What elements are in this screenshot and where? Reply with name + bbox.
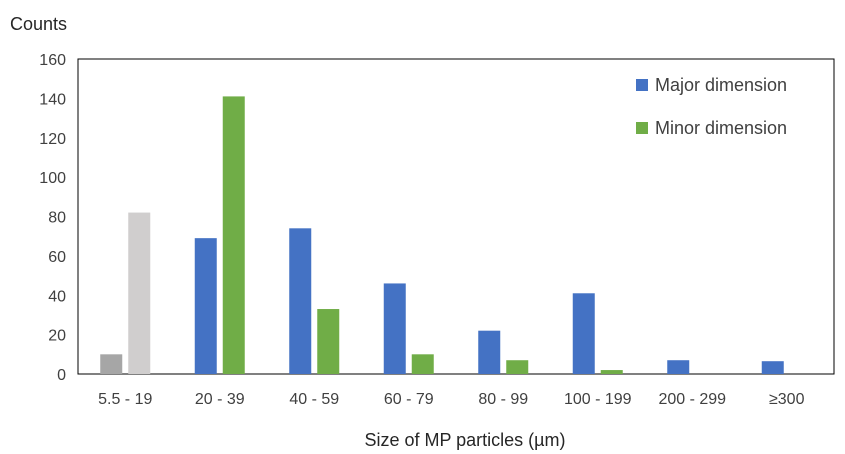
- y-axis-ticks: 0 20 40 60 80 100 120 140 160: [39, 52, 66, 384]
- bar-minor: [506, 360, 529, 374]
- bars: [100, 96, 784, 374]
- legend-swatch: [636, 122, 648, 134]
- plot-border: [77, 58, 835, 375]
- y-tick-label: 100: [39, 170, 66, 187]
- y-tick-label: 140: [39, 91, 66, 108]
- y-tick-label: 160: [39, 52, 66, 69]
- bar-major: [667, 360, 690, 374]
- y-tick-label: 60: [48, 249, 66, 266]
- legend-swatch: [636, 79, 648, 91]
- bar-major: [761, 361, 784, 374]
- y-tick-label: 80: [48, 210, 66, 227]
- bar-major: [289, 228, 312, 374]
- y-tick-label: 0: [57, 367, 66, 384]
- y-tick-label: 40: [48, 288, 66, 305]
- bar-major: [478, 330, 501, 374]
- x-tick-label: ≥300: [769, 391, 805, 408]
- bar-minor: [600, 370, 623, 374]
- x-axis-ticks: 5.5 - 19 20 - 39 40 - 59 60 - 79 80 - 99 100 …: [98, 391, 804, 408]
- x-tick-label: 60 - 79: [384, 391, 434, 408]
- x-tick-label: 40 - 59: [289, 391, 339, 408]
- bar-minor: [222, 96, 245, 374]
- legend: Major dimension Minor dimension: [636, 75, 787, 138]
- x-tick-label: 80 - 99: [478, 391, 528, 408]
- y-axis-title: Counts: [10, 14, 67, 34]
- x-tick-label: 20 - 39: [195, 391, 245, 408]
- bar-minor: [411, 354, 434, 374]
- y-tick-label: 120: [39, 131, 66, 148]
- bar-major: [383, 283, 406, 374]
- legend-label: Minor dimension: [655, 118, 787, 138]
- bar-minor: [128, 212, 151, 374]
- bar-major: [572, 293, 595, 374]
- x-tick-label: 100 - 199: [564, 391, 632, 408]
- y-tick-label: 20: [48, 328, 66, 345]
- legend-label: Major dimension: [655, 75, 787, 95]
- x-tick-label: 200 - 299: [658, 391, 726, 408]
- bar-major: [100, 354, 123, 374]
- plot-area: [77, 58, 835, 375]
- x-tick-label: 5.5 - 19: [98, 391, 152, 408]
- x-axis-title: Size of MP particles (µm): [364, 430, 565, 450]
- bar-major: [194, 238, 217, 374]
- bar-minor: [317, 309, 340, 374]
